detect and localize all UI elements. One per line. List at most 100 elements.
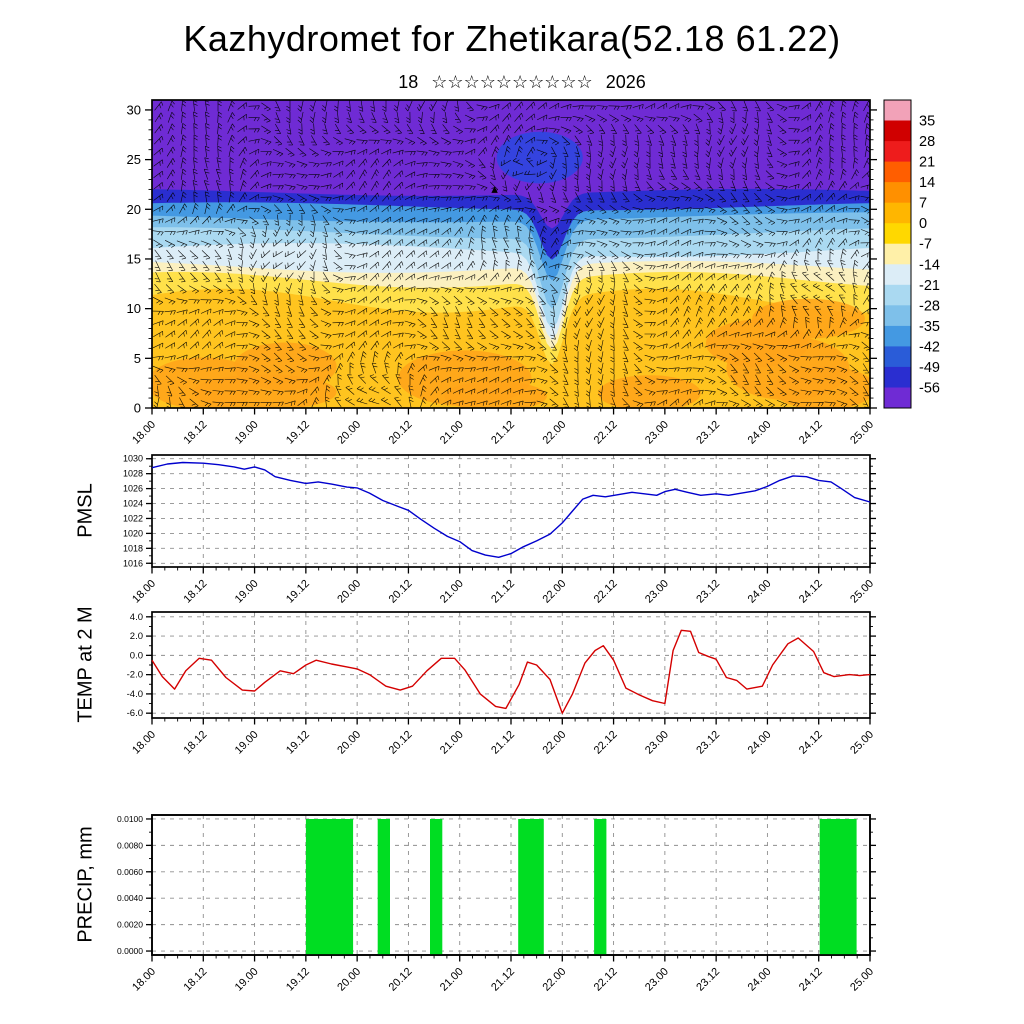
svg-text:1022: 1022 <box>123 513 143 523</box>
temp-panel: 4.0 2.0 0.0 -2.0 -4.0 -6.0 18.00 18.12 19.00 19.1… <box>127 611 876 757</box>
svg-text:18.00: 18.00 <box>130 729 158 757</box>
svg-text:4.0: 4.0 <box>130 612 143 623</box>
temperature-colorbar: 35 28 21 14 7 0 -7 -14 -21 -28 -35 -42 -49 -56 <box>883 99 940 409</box>
svg-text:0.0060: 0.0060 <box>117 867 143 877</box>
svg-text:-4.0: -4.0 <box>127 689 143 700</box>
svg-text:25: 25 <box>127 152 141 167</box>
svg-text:19.12: 19.12 <box>284 578 312 606</box>
svg-text:-42: -42 <box>919 339 940 355</box>
cross-section-panel: 0 5 10 15 20 25 30 18.00 18.12 19.00 19.12 20.00 20.… <box>127 99 877 447</box>
svg-text:-14: -14 <box>919 257 940 273</box>
svg-text:18.12: 18.12 <box>181 966 209 994</box>
svg-text:20.12: 20.12 <box>387 966 415 994</box>
svg-text:0.0080: 0.0080 <box>117 840 143 850</box>
svg-text:0: 0 <box>134 401 141 416</box>
svg-text:22.12: 22.12 <box>592 729 620 757</box>
svg-text:25.00: 25.00 <box>848 419 876 447</box>
svg-text:0.0020: 0.0020 <box>117 920 143 930</box>
svg-text:-28: -28 <box>919 298 940 314</box>
svg-text:20.00: 20.00 <box>335 419 363 447</box>
svg-text:24.12: 24.12 <box>797 729 825 757</box>
svg-text:22.00: 22.00 <box>540 578 568 606</box>
svg-text:24.12: 24.12 <box>797 966 825 994</box>
svg-text:22.12: 22.12 <box>592 966 620 994</box>
svg-text:21.00: 21.00 <box>438 966 466 994</box>
svg-text:7: 7 <box>919 196 927 212</box>
svg-text:23.12: 23.12 <box>694 578 722 606</box>
svg-text:25.00: 25.00 <box>848 966 876 994</box>
svg-text:19.00: 19.00 <box>233 966 261 994</box>
star-row-icon: ☆☆☆☆☆☆☆☆☆☆ <box>431 72 593 92</box>
svg-text:-7: -7 <box>919 237 932 253</box>
svg-text:23.00: 23.00 <box>643 729 671 757</box>
svg-text:30: 30 <box>127 102 141 117</box>
svg-text:18.12: 18.12 <box>181 419 209 447</box>
svg-text:21: 21 <box>919 155 935 171</box>
svg-text:5: 5 <box>134 351 141 366</box>
svg-text:1028: 1028 <box>123 469 143 479</box>
svg-text:-21: -21 <box>919 278 940 294</box>
svg-text:0.0: 0.0 <box>130 650 143 661</box>
svg-text:20.12: 20.12 <box>387 419 415 447</box>
page-title: Kazhydromet for Zhetikara(52.18 61.22) <box>183 18 841 59</box>
svg-text:24.12: 24.12 <box>797 578 825 606</box>
svg-text:0: 0 <box>919 216 927 232</box>
svg-text:22.00: 22.00 <box>540 729 568 757</box>
svg-text:18.12: 18.12 <box>181 729 209 757</box>
svg-text:19.12: 19.12 <box>284 966 312 994</box>
svg-text:21.00: 21.00 <box>438 578 466 606</box>
svg-text:19.00: 19.00 <box>233 419 261 447</box>
svg-text:10: 10 <box>127 301 141 316</box>
svg-text:24.00: 24.00 <box>746 419 774 447</box>
svg-text:1026: 1026 <box>123 484 143 494</box>
svg-text:20.12: 20.12 <box>387 729 415 757</box>
page-subtitle: 18 ☆☆☆☆☆☆☆☆☆☆ 2026 <box>152 72 892 93</box>
svg-text:22.12: 22.12 <box>592 578 620 606</box>
svg-text:24.00: 24.00 <box>746 578 774 606</box>
svg-text:23.00: 23.00 <box>643 966 671 994</box>
svg-text:21.12: 21.12 <box>489 966 517 994</box>
svg-text:23.00: 23.00 <box>643 419 671 447</box>
svg-text:19.00: 19.00 <box>233 729 261 757</box>
svg-text:18.00: 18.00 <box>130 966 158 994</box>
svg-text:23.12: 23.12 <box>694 419 722 447</box>
svg-text:1024: 1024 <box>123 499 143 509</box>
svg-text:20.00: 20.00 <box>335 578 363 606</box>
svg-text:35: 35 <box>919 114 935 130</box>
svg-text:15: 15 <box>127 251 141 266</box>
svg-text:0.0040: 0.0040 <box>117 893 143 903</box>
svg-text:20: 20 <box>127 202 141 217</box>
svg-text:19.12: 19.12 <box>284 419 312 447</box>
svg-text:19.00: 19.00 <box>233 578 261 606</box>
svg-text:23.00: 23.00 <box>643 578 671 606</box>
svg-text:25.00: 25.00 <box>848 578 876 606</box>
svg-text:-56: -56 <box>919 381 940 397</box>
svg-text:22.12: 22.12 <box>592 419 620 447</box>
svg-text:20.12: 20.12 <box>387 578 415 606</box>
svg-text:18.00: 18.00 <box>130 419 158 447</box>
svg-text:22.00: 22.00 <box>540 419 568 447</box>
svg-text:-49: -49 <box>919 360 940 376</box>
svg-text:1020: 1020 <box>123 528 143 538</box>
svg-text:-6.0: -6.0 <box>127 708 143 719</box>
svg-text:20.00: 20.00 <box>335 729 363 757</box>
svg-text:28: 28 <box>919 134 935 150</box>
svg-text:23.12: 23.12 <box>694 966 722 994</box>
svg-text:14: 14 <box>919 175 935 191</box>
svg-text:1016: 1016 <box>123 558 143 568</box>
svg-text:22.00: 22.00 <box>540 966 568 994</box>
svg-text:24.00: 24.00 <box>746 966 774 994</box>
pmsl-panel: 1030 1028 1026 1024 1022 1020 1018 1016 18.00 18.… <box>123 454 876 606</box>
svg-text:21.00: 21.00 <box>438 419 466 447</box>
svg-text:21.12: 21.12 <box>489 578 517 606</box>
svg-text:25.00: 25.00 <box>848 729 876 757</box>
svg-text:23.12: 23.12 <box>694 729 722 757</box>
svg-text:21.12: 21.12 <box>489 729 517 757</box>
svg-text:1030: 1030 <box>123 454 143 464</box>
svg-text:18.12: 18.12 <box>181 578 209 606</box>
svg-text:0.0100: 0.0100 <box>117 814 143 824</box>
svg-text:21.12: 21.12 <box>489 419 517 447</box>
subtitle-day: 18 <box>398 72 419 92</box>
